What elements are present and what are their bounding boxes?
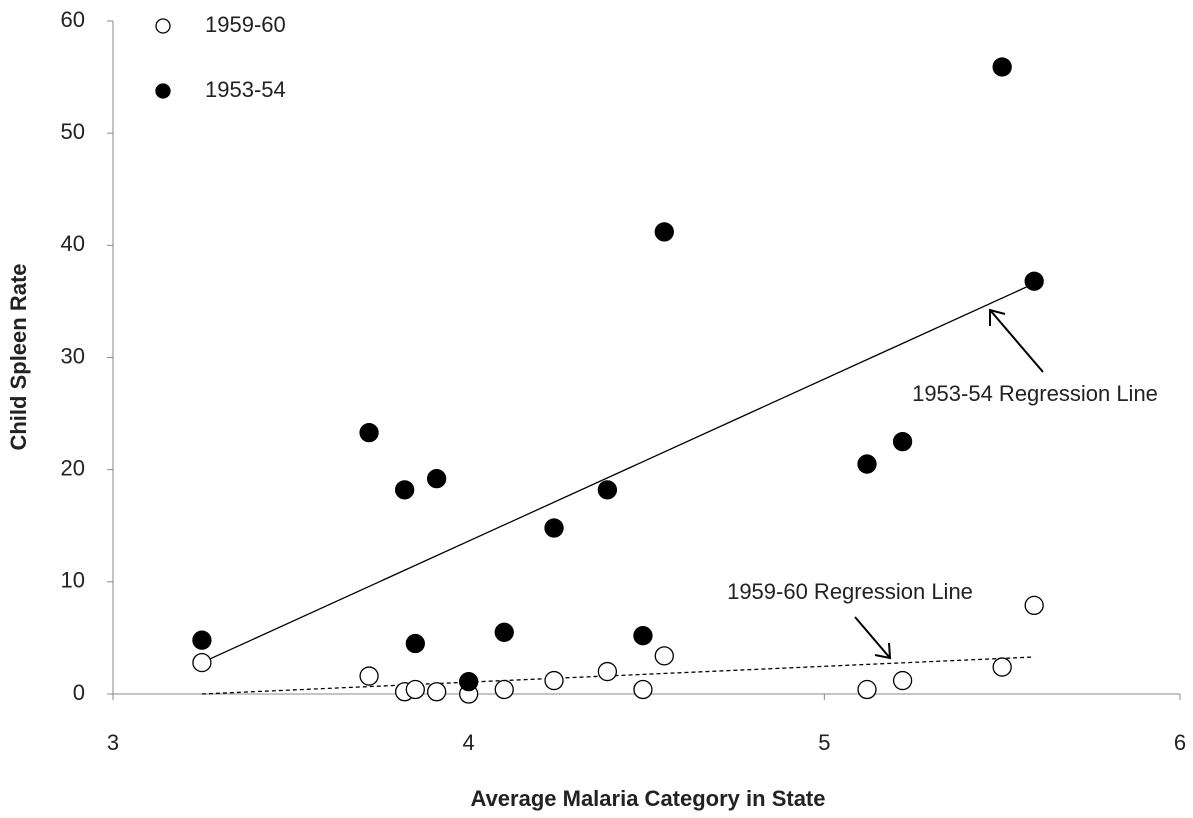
point bbox=[427, 468, 447, 489]
point bbox=[494, 679, 514, 700]
point bbox=[633, 626, 653, 646]
point bbox=[654, 646, 674, 666]
point bbox=[459, 672, 479, 692]
point bbox=[1024, 271, 1044, 291]
point bbox=[394, 480, 415, 500]
x-tick-label: 5 bbox=[818, 730, 830, 755]
arrow-head bbox=[874, 642, 892, 660]
legend-marker bbox=[155, 18, 171, 34]
point bbox=[192, 630, 212, 650]
annotation-arrow bbox=[854, 616, 891, 659]
point bbox=[544, 518, 564, 538]
legend-label: 1953-54 bbox=[205, 77, 286, 102]
point bbox=[633, 679, 653, 700]
point bbox=[857, 454, 877, 474]
x-tick-label: 3 bbox=[107, 730, 119, 755]
point bbox=[597, 480, 618, 500]
y-tick-label: 60 bbox=[61, 7, 85, 32]
point bbox=[992, 57, 1012, 77]
legend-marker bbox=[155, 83, 171, 99]
x-tick-label: 4 bbox=[463, 730, 475, 755]
regression-line bbox=[201, 282, 1035, 664]
point bbox=[857, 679, 877, 700]
y-tick-label: 50 bbox=[61, 119, 85, 144]
point bbox=[544, 670, 564, 691]
point bbox=[359, 666, 379, 686]
y-tick-label: 10 bbox=[61, 568, 85, 593]
point bbox=[892, 431, 913, 452]
annotation-arrow bbox=[989, 309, 1044, 373]
point bbox=[892, 670, 913, 691]
y-axis-title: Child Spleen Rate bbox=[6, 263, 31, 450]
y-tick-label: 20 bbox=[61, 455, 85, 480]
point bbox=[1024, 595, 1044, 616]
point bbox=[359, 423, 379, 443]
point bbox=[992, 657, 1012, 677]
x-axis-title: Average Malaria Category in State bbox=[471, 786, 826, 811]
legend-label: 1959-60 bbox=[205, 12, 286, 37]
arrow-head bbox=[989, 308, 1006, 326]
point bbox=[405, 679, 425, 700]
annotation: 1959-60 Regression Line bbox=[727, 579, 973, 604]
y-tick-label: 40 bbox=[61, 231, 85, 256]
y-tick-label: 30 bbox=[61, 343, 85, 368]
x-tick-label: 6 bbox=[1174, 730, 1186, 755]
point bbox=[597, 661, 618, 682]
regression-line bbox=[201, 656, 1035, 695]
y-tick-label: 0 bbox=[73, 680, 85, 705]
annotation: 1953-54 Regression Line bbox=[912, 381, 1158, 406]
point bbox=[427, 682, 447, 702]
point bbox=[654, 222, 674, 242]
point bbox=[192, 652, 212, 673]
point bbox=[494, 622, 514, 642]
point bbox=[405, 633, 425, 654]
